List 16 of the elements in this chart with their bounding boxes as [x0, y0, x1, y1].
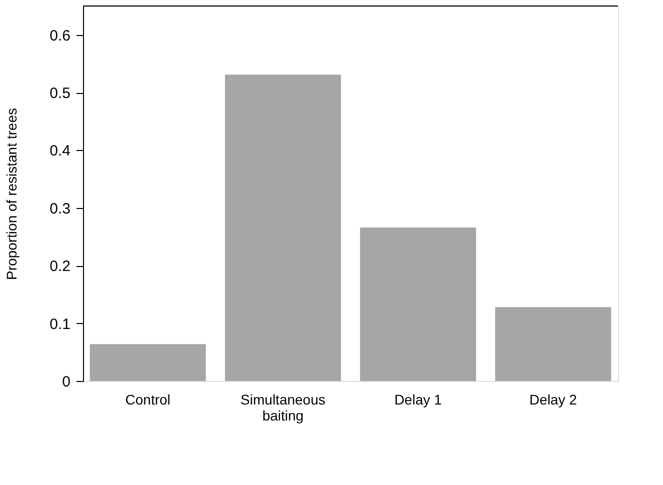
x-tick-label: Simultaneous baiting [240, 392, 326, 424]
x-tick-label: Control [125, 392, 170, 408]
y-tick-label: 0 [62, 374, 70, 390]
bar [224, 74, 341, 381]
y-tick-label: 0.6 [50, 27, 70, 44]
bar [495, 307, 612, 381]
y-tick-label: 0.2 [50, 258, 70, 276]
y-tick-label: 0.5 [50, 85, 70, 102]
y-tick-label: 0.4 [50, 142, 70, 160]
bar [90, 344, 206, 381]
y-tick-label: 0.3 [50, 200, 70, 218]
y-axis-title: Proportion of resistant trees [4, 108, 20, 280]
x-tick-label: Delay 1 [394, 392, 442, 408]
bar [360, 228, 476, 381]
x-tick-label: Delay 2 [529, 392, 578, 408]
y-tick-label: 0.1 [50, 316, 70, 333]
